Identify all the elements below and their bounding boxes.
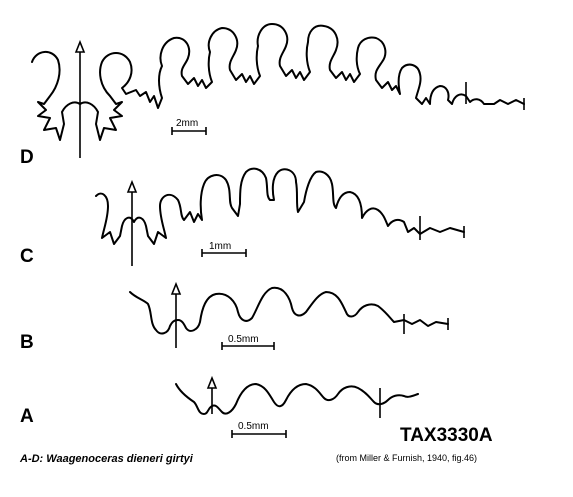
scale-label-c: 1mm (209, 241, 231, 252)
panel-letter-b: B (20, 332, 34, 353)
suture-line-d (31, 23, 525, 141)
scale-label-a: 0.5mm (238, 421, 269, 432)
panel-letter-a: A (20, 406, 34, 427)
panel-a: 0.5mm A (20, 375, 419, 438)
suture-line-a (175, 383, 419, 415)
source-citation: (from Miller & Furnish, 1940, fig.46) (336, 453, 477, 463)
panel-letter-d: D (20, 147, 34, 168)
scale-label-d: 2mm (176, 118, 198, 129)
panel-b: 0.5mm B (20, 281, 449, 353)
panel-d: 2mm D (20, 23, 525, 168)
suture-line-b (129, 286, 449, 335)
panel-c: 1mm C (20, 167, 465, 267)
scale-label-b: 0.5mm (228, 334, 259, 345)
specimen-code: TAX3330A (400, 425, 493, 446)
suture-line-c (95, 167, 465, 245)
panel-letter-c: C (20, 246, 34, 267)
figure-caption: A-D: Waagenoceras dieneri girtyi (19, 453, 194, 465)
